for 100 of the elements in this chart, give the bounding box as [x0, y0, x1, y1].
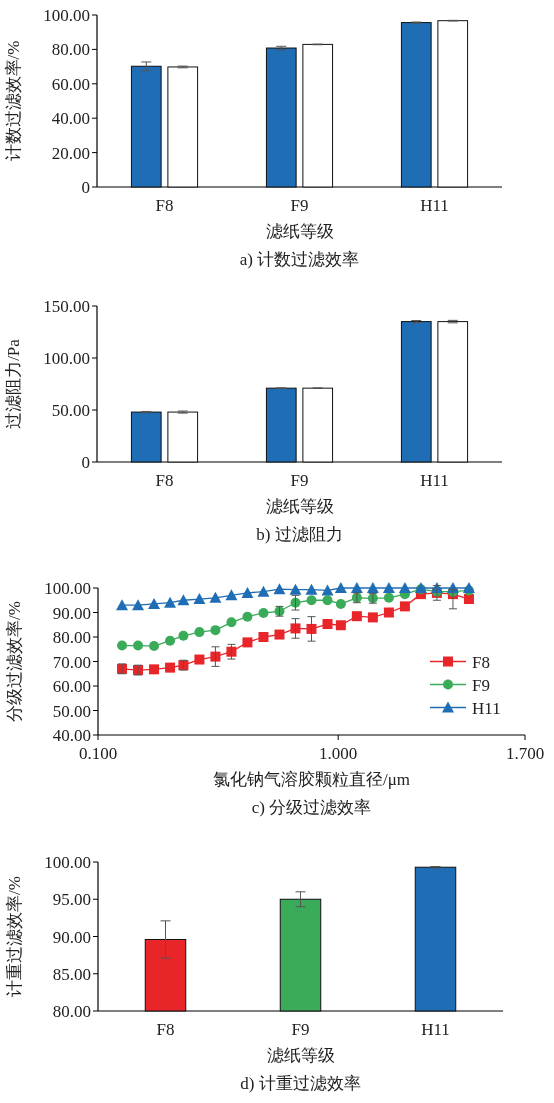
- point: [132, 599, 145, 611]
- bar: [265, 47, 297, 188]
- y-axis-title: 分级过滤效率/%: [5, 601, 24, 722]
- text: b) 过滤阻力: [256, 525, 343, 544]
- point: [193, 593, 206, 605]
- point: [177, 594, 190, 606]
- y-tick-label: 40.00: [52, 726, 91, 745]
- bar: [130, 65, 162, 188]
- x-axis-title: 滤纸等级: [266, 1046, 335, 1065]
- y-tick-label: 100.00: [43, 6, 90, 25]
- point: [133, 640, 144, 651]
- x-tick-label: F8: [156, 1020, 175, 1039]
- x-tick-label: F9: [290, 196, 309, 215]
- bar: [302, 387, 334, 463]
- point: [148, 597, 161, 609]
- y-tick-label: 70.00: [52, 652, 91, 672]
- point: [178, 630, 189, 641]
- point: [306, 623, 317, 634]
- point: [225, 589, 238, 601]
- x-tick-label: F8: [155, 196, 174, 215]
- bar: [167, 411, 199, 463]
- point: [289, 583, 302, 595]
- point: [334, 582, 347, 593]
- bar: [265, 387, 297, 463]
- x-tick-label: F9: [290, 471, 309, 490]
- point: [366, 582, 379, 593]
- y-tick-label: 50.00: [52, 701, 91, 721]
- point: [463, 594, 474, 605]
- x-tick-label: F9: [291, 1020, 310, 1039]
- y-tick-label: 20.00: [51, 143, 90, 163]
- point: [117, 640, 128, 651]
- legend-label: F8: [472, 652, 490, 672]
- y-tick-label: 100.00: [44, 853, 91, 872]
- x-axis-title: 滤纸等级: [265, 497, 334, 516]
- y-tick-label: 40.00: [51, 109, 90, 129]
- y-tick-label: 80.00: [52, 628, 91, 647]
- point: [321, 584, 334, 596]
- point: [149, 664, 160, 675]
- legend-label: F9: [472, 675, 490, 695]
- y-tick-label: 80.00: [52, 1002, 91, 1021]
- point: [242, 611, 253, 622]
- y-axis-title: 过滤阻力/Pa: [4, 338, 23, 429]
- point: [306, 595, 317, 606]
- y-tick-label: 90.00: [52, 927, 91, 947]
- y-tick-label: 60.00: [51, 74, 90, 94]
- text: a) 计数过滤效率: [239, 250, 360, 269]
- bar: [130, 411, 162, 463]
- y-axis-title: 计数过滤效率/%: [4, 40, 23, 162]
- point: [194, 654, 205, 665]
- legend-label: H11: [472, 698, 501, 718]
- point: [383, 607, 394, 618]
- point: [322, 619, 333, 630]
- y-tick-label: 50.00: [51, 401, 90, 420]
- y-tick-label: 0: [81, 178, 90, 197]
- x-tick-label: H11: [420, 196, 449, 215]
- y-tick-label: 150.00: [43, 297, 90, 316]
- bar: [437, 20, 469, 188]
- y-tick-label: 100.00: [44, 579, 91, 598]
- point: [305, 583, 318, 595]
- point: [274, 629, 285, 640]
- point: [164, 596, 177, 608]
- y-axis-title: 计重过滤效率/%: [5, 876, 24, 997]
- bar: [400, 321, 432, 463]
- point: [382, 582, 395, 593]
- point: [165, 635, 176, 646]
- point: [273, 583, 286, 595]
- point: [210, 625, 221, 636]
- point: [367, 612, 378, 623]
- point: [149, 641, 160, 652]
- point: [335, 598, 346, 609]
- point: [257, 585, 270, 597]
- point: [194, 627, 205, 638]
- point: [210, 651, 221, 662]
- x-axis-title: 滤纸等级: [265, 222, 334, 241]
- point: [351, 611, 362, 622]
- x-tick-label: F8: [155, 471, 174, 490]
- point: [226, 617, 237, 628]
- text: c) 分级过滤效率: [251, 798, 372, 817]
- y-tick-label: 60.00: [52, 677, 91, 696]
- x-axis-title: 氯化钠气溶胶颗粒直径/μm: [212, 770, 411, 789]
- point: [165, 662, 176, 673]
- x-tick-label: 1.000: [319, 744, 358, 763]
- point: [116, 599, 129, 611]
- point: [290, 623, 301, 634]
- point: [383, 592, 394, 603]
- text: d) 计重过滤效率: [240, 1074, 361, 1093]
- y-tick-label: 100.00: [43, 349, 90, 368]
- y-tick-label: 95.00: [52, 890, 91, 910]
- point: [258, 607, 269, 618]
- point: [335, 620, 346, 631]
- x-tick-label: H11: [420, 471, 449, 490]
- bar: [437, 321, 469, 463]
- point: [398, 582, 411, 593]
- point: [241, 586, 254, 598]
- point: [242, 637, 253, 648]
- y-tick-label: 80.00: [51, 40, 90, 60]
- x-tick-label: 0.100: [78, 744, 118, 763]
- y-tick-label: 90.00: [52, 603, 91, 623]
- bar: [167, 66, 199, 188]
- y-tick-label: 0: [81, 453, 90, 472]
